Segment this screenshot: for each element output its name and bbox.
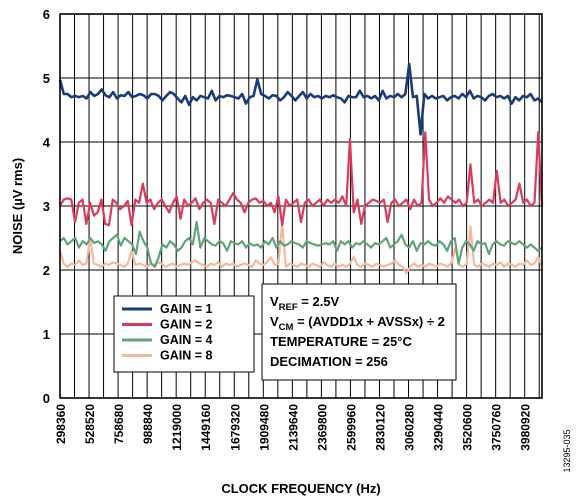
annotation-line: TEMPERATURE = 25°C (270, 334, 412, 349)
series-line-gain-1 (58, 62, 543, 136)
y-tick-label: 5 (43, 71, 50, 86)
y-tick-label: 0 (43, 391, 50, 406)
x-tick-label: 1449160 (199, 404, 213, 451)
x-tick-labels: 298360 528520 758680 988840 1219000 1449160 16… (54, 404, 533, 451)
series-layer (58, 62, 544, 275)
annotation-line: DECIMATION = 256 (270, 354, 388, 369)
x-tick-label: 3980920 (519, 404, 533, 451)
x-axis-label: CLOCK FREQUENCY (Hz) (221, 481, 380, 496)
x-tick-label: 298360 (54, 404, 68, 444)
x-tick-label: 758680 (112, 404, 126, 444)
x-tick-label: 2830120 (373, 404, 387, 451)
legend-label: GAIN = 1 (160, 302, 212, 316)
annotation-line: VREF = 2.5V (270, 294, 340, 313)
x-tick-label: 2369800 (315, 404, 329, 451)
x-tick-label: 1909480 (257, 404, 271, 451)
y-tick-labels: 0 1 2 3 4 5 6 (43, 7, 51, 406)
y-tick-label: 2 (43, 263, 50, 278)
annotation-line: VCM = (AVDD1x + AVSSx) ÷ 2 (270, 314, 445, 333)
plot-frame (59, 13, 543, 399)
legend-label: GAIN = 8 (160, 349, 212, 363)
series-line-gain-8 (58, 222, 544, 275)
series-line-gain-2 (59, 131, 544, 227)
x-tick-label: 2599960 (344, 404, 358, 451)
x-tick-label: 2139640 (286, 404, 300, 451)
y-axis-label: NOISE (µV rms) (10, 158, 25, 254)
x-tick-label: 3290440 (432, 404, 446, 451)
x-tick-label: 1679320 (228, 404, 242, 451)
y-tick-label: 6 (43, 7, 50, 22)
legend-label: GAIN = 2 (160, 318, 212, 332)
y-tick-label: 3 (43, 199, 50, 214)
x-tick-label: 3750760 (490, 404, 504, 451)
y-tick-label: 1 (43, 327, 50, 342)
y-tick-label: 4 (43, 135, 51, 150)
x-tick-label: 528520 (83, 404, 97, 444)
x-tick-label: 3060280 (403, 404, 417, 451)
annotation-box (261, 283, 457, 381)
x-tick-label: 1219000 (170, 404, 184, 451)
figure-id: 13295-035 (562, 429, 572, 472)
series-line-gain-4 (59, 220, 543, 268)
x-tick-label: 3520600 (461, 404, 475, 451)
legend-label: GAIN = 4 (160, 333, 212, 347)
x-tick-label: 988840 (141, 404, 155, 444)
